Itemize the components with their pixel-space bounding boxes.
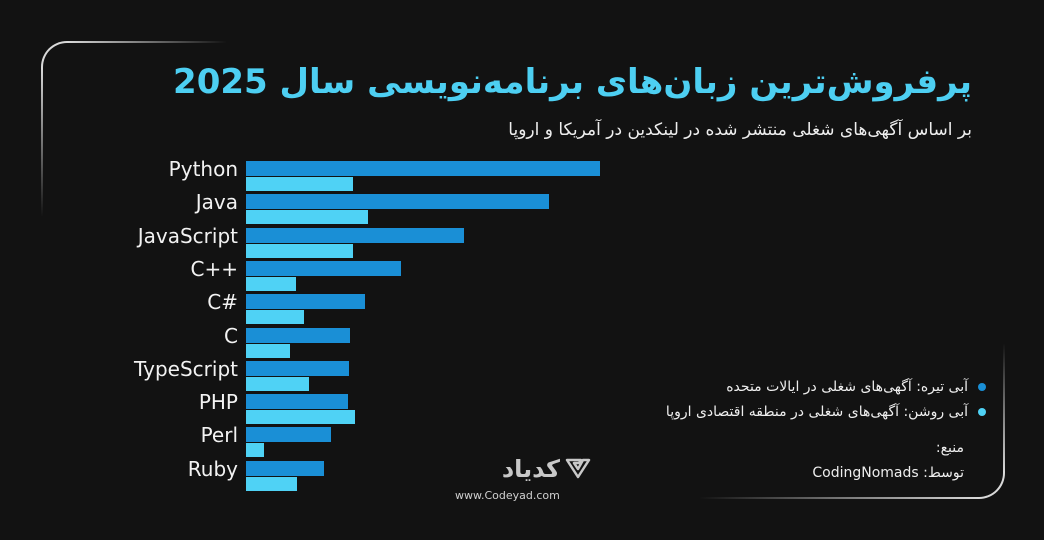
category-label: C++	[190, 256, 238, 281]
chart-row: JavaScript	[0, 224, 700, 259]
decorative-frame-bottom-right	[699, 339, 1005, 499]
bar-eu	[246, 376, 309, 391]
bar-us	[246, 294, 365, 310]
bar-eu	[246, 476, 297, 491]
category-label: C	[224, 323, 238, 348]
category-label: C#	[207, 290, 238, 315]
legend-item-us: آبی تیره: آگهی‌های شغلی در ایالات متحده	[666, 374, 986, 399]
brand-url: www.Codeyad.com	[455, 489, 560, 502]
chart-row: C	[0, 324, 700, 359]
legend-dot-icon	[978, 407, 986, 416]
bar-eu	[246, 410, 355, 425]
legend-dot-icon	[978, 382, 986, 391]
chart-subtitle: بر اساس آگهی‌های شغلی منتشر شده در لینکد…	[508, 120, 972, 140]
bar-eu	[246, 276, 296, 291]
source-label: منبع:	[935, 440, 964, 456]
bar-eu	[246, 310, 304, 325]
bar-us	[246, 460, 324, 476]
category-label: Java	[195, 190, 238, 215]
legend-item-eu: آبی روشن: آگهی‌های شغلی در منطقه اقتصادی…	[666, 399, 986, 424]
bar-eu	[246, 177, 353, 191]
brand-logo: کدیاد www.Codeyad.com	[455, 455, 595, 505]
bar-eu	[246, 210, 368, 225]
bar-us	[246, 360, 349, 376]
chart-row: Java	[0, 190, 700, 225]
chart-row: PHP	[0, 390, 700, 425]
chart-title: پرفروش‌ترین زبان‌های برنامه‌نویسی سال 20…	[173, 62, 972, 102]
category-label: Python	[168, 157, 238, 181]
category-label: TypeScript	[134, 356, 238, 381]
source-author: توسط: CodingNomads	[812, 465, 964, 481]
chart-row: Perl	[0, 423, 700, 458]
category-label: PHP	[198, 390, 238, 415]
source-block: منبع: توسط: CodingNomads	[812, 436, 964, 486]
legend-label: آبی روشن: آگهی‌های شغلی در منطقه اقتصادی…	[665, 403, 968, 420]
category-label: Perl	[200, 423, 238, 448]
bar-us	[246, 394, 348, 410]
chart-row: TypeScript	[0, 357, 700, 392]
bar-eu	[246, 243, 353, 258]
bar-us	[246, 194, 549, 210]
bar-eu	[246, 343, 290, 358]
bar-us	[246, 327, 350, 343]
bar-us	[246, 260, 401, 276]
bar-us	[246, 427, 331, 443]
category-label: JavaScript	[137, 223, 238, 248]
brand-name: کدیاد	[501, 455, 560, 483]
chart-row: Ruby	[0, 457, 700, 492]
bar-eu	[246, 443, 264, 458]
chart-row: Python	[0, 157, 700, 192]
bar-us	[246, 227, 464, 243]
chart-row: C++	[0, 257, 700, 292]
bar-chart: Python Java JavaScript C++ C# C TypeScript PHP P…	[0, 157, 700, 492]
legend: آبی تیره: آگهی‌های شغلی در ایالات متحده …	[666, 374, 986, 424]
category-label: Ruby	[187, 456, 238, 481]
bar-us	[246, 161, 600, 176]
legend-label: آبی تیره: آگهی‌های شغلی در ایالات متحده	[726, 378, 968, 395]
chart-row: C#	[0, 290, 700, 325]
codeyad-logo-icon	[565, 457, 591, 485]
